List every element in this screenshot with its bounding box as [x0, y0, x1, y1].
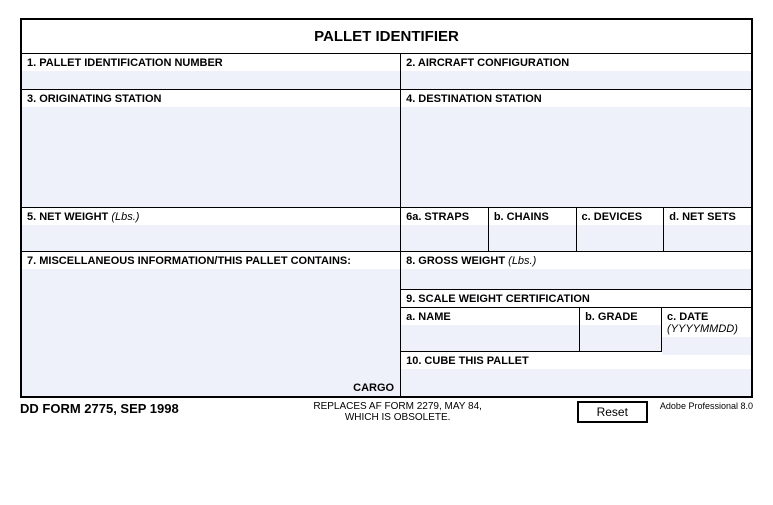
input-chains[interactable]	[489, 225, 576, 251]
field-devices: c. DEVICES	[577, 208, 665, 251]
label-date-fmt: (YYYYMMDD)	[667, 323, 738, 335]
input-misc[interactable]	[22, 269, 400, 396]
input-devices[interactable]	[577, 225, 664, 251]
row-2: 3. ORIGINATING STATION 4. DESTINATION ST…	[22, 90, 751, 208]
label-scale-cert: 9. SCALE WEIGHT CERTIFICATION	[401, 290, 751, 307]
field-cube-pallet: 10. CUBE THIS PALLET	[401, 352, 751, 396]
input-net-weight[interactable]	[22, 225, 400, 251]
label-cargo: CARGO	[353, 382, 394, 394]
label-destination: 4. DESTINATION STATION	[401, 90, 751, 107]
row-3: 5. NET WEIGHT (Lbs.) 6a. STRAPS b. CHAIN…	[22, 208, 751, 252]
adobe-version: Adobe Professional 8.0	[660, 401, 753, 411]
field-6-group: 6a. STRAPS b. CHAINS c. DEVICES d. NET S…	[401, 208, 751, 252]
label-date: c. DATE (YYYYMMDD)	[662, 308, 751, 337]
label-gross-weight-unit: (Lbs.)	[508, 255, 536, 267]
input-gross-weight[interactable]	[401, 269, 751, 289]
field-net-sets: d. NET SETS	[664, 208, 751, 251]
input-net-sets[interactable]	[664, 225, 751, 251]
field-net-weight: 5. NET WEIGHT (Lbs.)	[22, 208, 401, 252]
field-grade: b. GRADE	[580, 308, 662, 351]
input-name[interactable]	[401, 325, 579, 351]
field-chains: b. CHAINS	[489, 208, 577, 251]
row-9abc: a. NAME b. GRADE c. DATE (YYYYMMDD)	[401, 308, 751, 352]
label-aircraft-config: 2. AIRCRAFT CONFIGURATION	[401, 54, 751, 71]
field-gross-weight: 8. GROSS WEIGHT (Lbs.)	[401, 252, 751, 290]
replaces-l2: WHICH IS OBSOLETE.	[345, 412, 451, 423]
form-footer: DD FORM 2775, SEP 1998 REPLACES AF FORM …	[20, 398, 753, 423]
label-net-sets: d. NET SETS	[664, 208, 751, 225]
field-straps: 6a. STRAPS	[401, 208, 489, 251]
label-cube: 10. CUBE THIS PALLET	[401, 352, 751, 369]
input-pallet-id[interactable]	[22, 71, 400, 89]
label-name: a. NAME	[401, 308, 579, 325]
label-devices: c. DEVICES	[577, 208, 664, 225]
label-net-weight-text: 5. NET WEIGHT	[27, 211, 108, 223]
field-misc-info: 7. MISCELLANEOUS INFORMATION/THIS PALLET…	[22, 252, 401, 396]
right-stack: 8. GROSS WEIGHT (Lbs.) 9. SCALE WEIGHT C…	[401, 252, 751, 396]
label-gross-weight-text: 8. GROSS WEIGHT	[406, 255, 505, 267]
form-container: PALLET IDENTIFIER 1. PALLET IDENTIFICATI…	[20, 18, 753, 398]
label-misc: 7. MISCELLANEOUS INFORMATION/THIS PALLET…	[22, 252, 400, 269]
input-originating[interactable]	[22, 107, 400, 207]
replaces-note: REPLACES AF FORM 2279, MAY 84, WHICH IS …	[219, 401, 577, 423]
label-date-text: c. DATE	[667, 311, 708, 323]
replaces-l1: REPLACES AF FORM 2279, MAY 84,	[313, 401, 482, 412]
label-net-weight-unit: (Lbs.)	[111, 211, 139, 223]
input-cube[interactable]	[401, 369, 751, 396]
row-4: 7. MISCELLANEOUS INFORMATION/THIS PALLET…	[22, 252, 751, 396]
field-date: c. DATE (YYYYMMDD)	[662, 308, 751, 351]
field-originating-station: 3. ORIGINATING STATION	[22, 90, 401, 208]
label-gross-weight: 8. GROSS WEIGHT (Lbs.)	[401, 252, 751, 269]
field-pallet-id: 1. PALLET IDENTIFICATION NUMBER	[22, 54, 401, 90]
label-straps: 6a. STRAPS	[401, 208, 488, 225]
field-name: a. NAME	[401, 308, 580, 351]
input-aircraft-config[interactable]	[401, 71, 751, 89]
input-grade[interactable]	[580, 325, 661, 351]
row-1: 1. PALLET IDENTIFICATION NUMBER 2. AIRCR…	[22, 54, 751, 90]
label-grade: b. GRADE	[580, 308, 661, 325]
label-chains: b. CHAINS	[489, 208, 576, 225]
label-pallet-id: 1. PALLET IDENTIFICATION NUMBER	[22, 54, 400, 71]
input-destination[interactable]	[401, 107, 751, 207]
field-aircraft-config: 2. AIRCRAFT CONFIGURATION	[401, 54, 751, 90]
label-originating: 3. ORIGINATING STATION	[22, 90, 400, 107]
reset-button[interactable]: Reset	[577, 401, 648, 423]
form-id: DD FORM 2775, SEP 1998	[20, 401, 179, 416]
form-title: PALLET IDENTIFIER	[22, 20, 751, 54]
field-destination-station: 4. DESTINATION STATION	[401, 90, 751, 208]
label-net-weight: 5. NET WEIGHT (Lbs.)	[22, 208, 400, 225]
input-straps[interactable]	[401, 225, 488, 251]
field-scale-weight-cert: 9. SCALE WEIGHT CERTIFICATION	[401, 290, 751, 308]
